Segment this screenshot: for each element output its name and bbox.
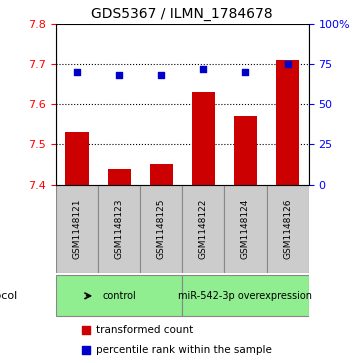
Bar [56,24,309,185]
Text: miR-542-3p overexpression: miR-542-3p overexpression [178,291,313,301]
Text: protocol: protocol [0,291,17,301]
Point [74,69,80,75]
Bar [56,185,98,273]
Point [200,66,206,72]
Bar [234,116,257,185]
Bar [98,185,140,273]
Title: GDS5367 / ILMN_1784678: GDS5367 / ILMN_1784678 [91,7,273,21]
Text: percentile rank within the sample: percentile rank within the sample [96,345,272,355]
Bar [65,132,88,185]
Bar [108,168,131,185]
Point [243,69,248,75]
Text: transformed count: transformed count [96,325,193,335]
Text: GSM1148124: GSM1148124 [241,199,250,259]
Point [285,61,291,67]
Text: GSM1148123: GSM1148123 [115,199,123,259]
Bar [182,185,225,273]
Point [116,72,122,78]
Bar [140,185,182,273]
Text: control: control [102,291,136,301]
Bar [276,60,299,185]
Text: GSM1148121: GSM1148121 [73,199,82,259]
Text: GSM1148122: GSM1148122 [199,199,208,259]
Text: GSM1148125: GSM1148125 [157,199,166,259]
Bar [192,92,215,185]
Text: GSM1148126: GSM1148126 [283,199,292,259]
Bar [56,276,182,316]
Bar [182,276,309,316]
Point [158,72,164,78]
Bar [225,185,266,273]
Bar [266,185,309,273]
Bar [150,164,173,185]
